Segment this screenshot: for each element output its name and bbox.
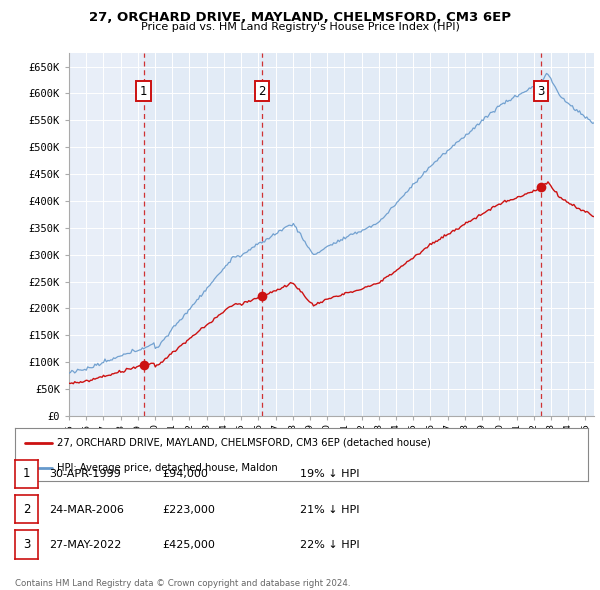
Text: 22% ↓ HPI: 22% ↓ HPI: [300, 540, 359, 550]
Text: 21% ↓ HPI: 21% ↓ HPI: [300, 505, 359, 514]
Text: £94,000: £94,000: [162, 470, 208, 479]
Text: 3: 3: [23, 538, 30, 551]
Bar: [143, 53, 594, 416]
Text: 27, ORCHARD DRIVE, MAYLAND, CHELMSFORD, CM3 6EP (detached house): 27, ORCHARD DRIVE, MAYLAND, CHELMSFORD, …: [57, 438, 431, 448]
Text: 19% ↓ HPI: 19% ↓ HPI: [300, 470, 359, 479]
Text: 27, ORCHARD DRIVE, MAYLAND, CHELMSFORD, CM3 6EP: 27, ORCHARD DRIVE, MAYLAND, CHELMSFORD, …: [89, 11, 511, 24]
Text: Contains HM Land Registry data © Crown copyright and database right 2024.
This d: Contains HM Land Registry data © Crown c…: [15, 579, 350, 590]
Text: £223,000: £223,000: [162, 505, 215, 514]
Text: 27-MAY-2022: 27-MAY-2022: [49, 540, 122, 550]
Text: 3: 3: [537, 85, 544, 98]
Text: 1: 1: [23, 467, 30, 480]
Text: £425,000: £425,000: [162, 540, 215, 550]
Text: HPI: Average price, detached house, Maldon: HPI: Average price, detached house, Mald…: [57, 463, 278, 473]
Text: 2: 2: [259, 85, 266, 98]
Text: Price paid vs. HM Land Registry's House Price Index (HPI): Price paid vs. HM Land Registry's House …: [140, 22, 460, 32]
Text: 2: 2: [23, 503, 30, 516]
Text: 1: 1: [140, 85, 147, 98]
Text: 30-APR-1999: 30-APR-1999: [49, 470, 121, 479]
Text: 24-MAR-2006: 24-MAR-2006: [49, 505, 124, 514]
